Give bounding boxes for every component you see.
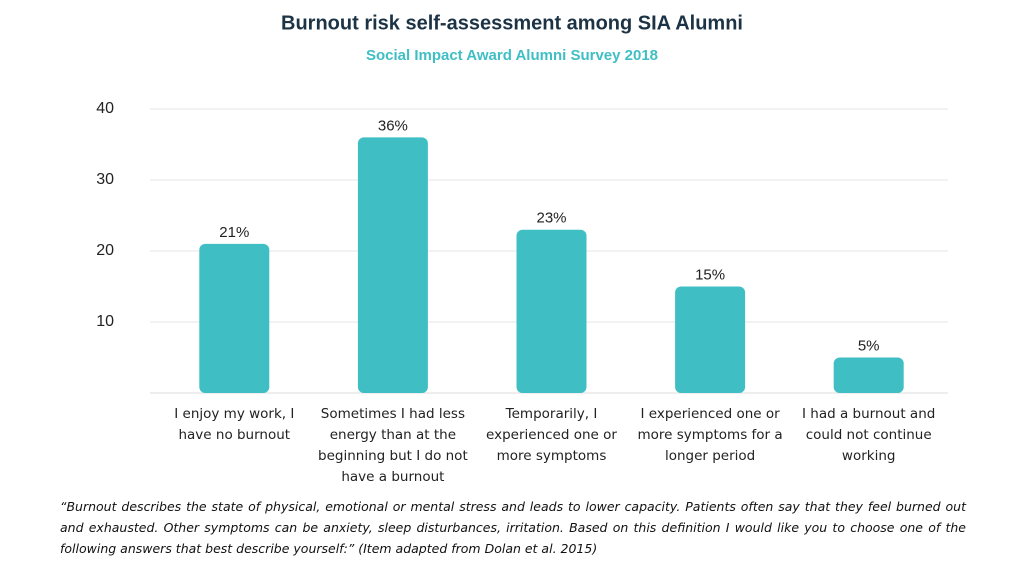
y-tick-label: 10 xyxy=(96,313,114,330)
x-tick-label: I had a burnout and could not continue w… xyxy=(802,406,936,464)
bar xyxy=(199,243,270,393)
data-label: 21% xyxy=(219,224,249,241)
bar xyxy=(675,286,746,393)
data-label: 15% xyxy=(695,266,725,283)
data-label: 5% xyxy=(858,337,880,354)
y-tick-label: 40 xyxy=(96,100,114,117)
chart-subtitle: Social Impact Award Alumni Survey 2018 xyxy=(366,47,658,64)
bar xyxy=(516,229,587,393)
bar xyxy=(357,137,428,393)
data-label: 23% xyxy=(536,210,566,227)
y-tick-label: 20 xyxy=(96,242,114,259)
data-label: 36% xyxy=(378,117,408,134)
footnote: “Burnout describes the state of physical… xyxy=(60,499,966,556)
bar xyxy=(833,357,904,393)
x-tick-label: I experienced one or more symptoms for a… xyxy=(637,406,783,464)
y-tick-label: 30 xyxy=(96,171,114,188)
x-tick-label: Sometimes I had less energy than at the … xyxy=(318,406,468,485)
x-tick-label: Temporarily, I experienced one or more s… xyxy=(486,406,617,464)
x-tick-label: I enjoy my work, I have no burnout xyxy=(174,406,295,443)
chart-title: Burnout risk self-assessment among SIA A… xyxy=(281,12,743,34)
